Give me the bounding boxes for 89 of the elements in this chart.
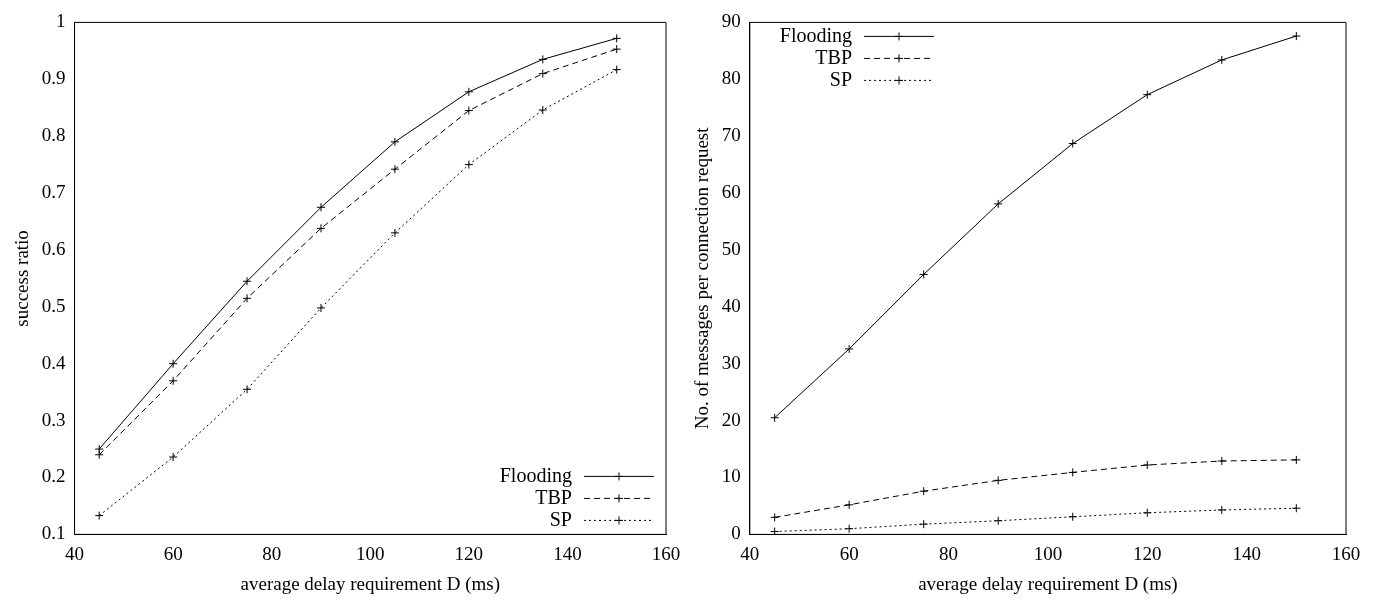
- x-tick-label: 100: [1033, 542, 1063, 564]
- legend-label: Flooding: [499, 463, 572, 487]
- point: [390, 228, 400, 238]
- point: [993, 199, 1003, 209]
- point: [1217, 505, 1227, 515]
- x-tick-label: 40: [740, 542, 760, 564]
- point: [919, 486, 929, 496]
- point: [94, 511, 104, 521]
- point: [168, 359, 178, 369]
- x-tick-label: 60: [839, 542, 859, 564]
- y-tick-label: 50: [721, 237, 741, 259]
- point: [538, 69, 548, 79]
- point: [94, 444, 104, 454]
- point: [316, 303, 326, 313]
- point: [1291, 31, 1301, 41]
- point: [1068, 139, 1078, 149]
- point: [612, 65, 622, 75]
- point: [316, 223, 326, 233]
- point: [1068, 467, 1078, 477]
- y-tick-label: 0.3: [41, 408, 66, 430]
- x-tick-label: 140: [1232, 542, 1261, 564]
- x-axis-title: average delay requirement D (ms): [918, 572, 1178, 595]
- point: [390, 137, 400, 147]
- point: [242, 276, 252, 286]
- point: [1217, 55, 1227, 65]
- point: [844, 524, 854, 534]
- point: [612, 33, 622, 43]
- x-tick-label: 100: [356, 542, 385, 564]
- y-axis-title: success ratio: [11, 230, 33, 327]
- x-tick-label: 40: [65, 542, 85, 564]
- legend-label: SP: [549, 507, 572, 530]
- x-tick-label: 80: [262, 542, 282, 564]
- point: [770, 512, 780, 522]
- y-tick-label: 10: [721, 465, 741, 487]
- y-tick-label: 90: [721, 10, 741, 32]
- y-tick-label: 0.1: [41, 522, 66, 544]
- x-tick-label: 160: [1331, 542, 1361, 564]
- point: [538, 105, 548, 115]
- y-tick-label: 1: [56, 10, 66, 32]
- point: [919, 519, 929, 529]
- point: [1142, 508, 1152, 518]
- y-tick-label: 80: [721, 67, 741, 89]
- point: [390, 164, 400, 174]
- point: [1291, 455, 1301, 465]
- y-tick-label: 40: [721, 294, 741, 316]
- point: [1217, 456, 1227, 466]
- point: [1068, 512, 1078, 522]
- y-tick-label: 60: [721, 181, 741, 203]
- x-tick-label: 60: [163, 542, 183, 564]
- point: [464, 87, 474, 97]
- y-tick-label: 0.6: [41, 237, 66, 259]
- point: [1291, 503, 1301, 513]
- point: [993, 516, 1003, 526]
- x-tick-label: 120: [1133, 542, 1162, 564]
- legend-label: Flooding: [779, 23, 853, 47]
- x-tick-label: 140: [553, 542, 582, 564]
- point: [993, 475, 1003, 485]
- y-tick-label: 70: [721, 124, 741, 146]
- y-tick-label: 0: [731, 522, 741, 544]
- point: [538, 54, 548, 64]
- x-tick-label: 80: [939, 542, 959, 564]
- point: [242, 384, 252, 394]
- point: [612, 44, 622, 54]
- y-tick-label: 0.9: [41, 67, 66, 89]
- y-tick-label: 0.4: [41, 351, 67, 373]
- y-tick-label: 0.8: [41, 124, 66, 146]
- point: [844, 344, 854, 354]
- point: [770, 413, 780, 423]
- x-axis-title: average delay requirement D (ms): [240, 572, 501, 595]
- x-tick-label: 120: [454, 542, 484, 564]
- y-axis-title: No. of messages per connection request: [691, 126, 713, 430]
- x-tick-label: 160: [651, 542, 681, 564]
- y-tick-label: 0.2: [41, 465, 66, 487]
- legend-label: SP: [829, 67, 853, 90]
- point: [1142, 460, 1152, 470]
- point: [1142, 90, 1152, 100]
- y-tick-label: 0.7: [41, 181, 66, 203]
- y-tick-label: 0.5: [41, 294, 66, 316]
- point: [316, 202, 326, 212]
- point: [919, 269, 929, 279]
- point: [464, 160, 474, 170]
- point: [770, 527, 780, 535]
- point: [844, 500, 854, 510]
- point: [168, 452, 178, 462]
- y-tick-label: 30: [721, 351, 741, 373]
- point: [242, 293, 252, 303]
- point: [464, 106, 474, 116]
- y-tick-label: 20: [721, 408, 741, 430]
- point: [168, 376, 178, 386]
